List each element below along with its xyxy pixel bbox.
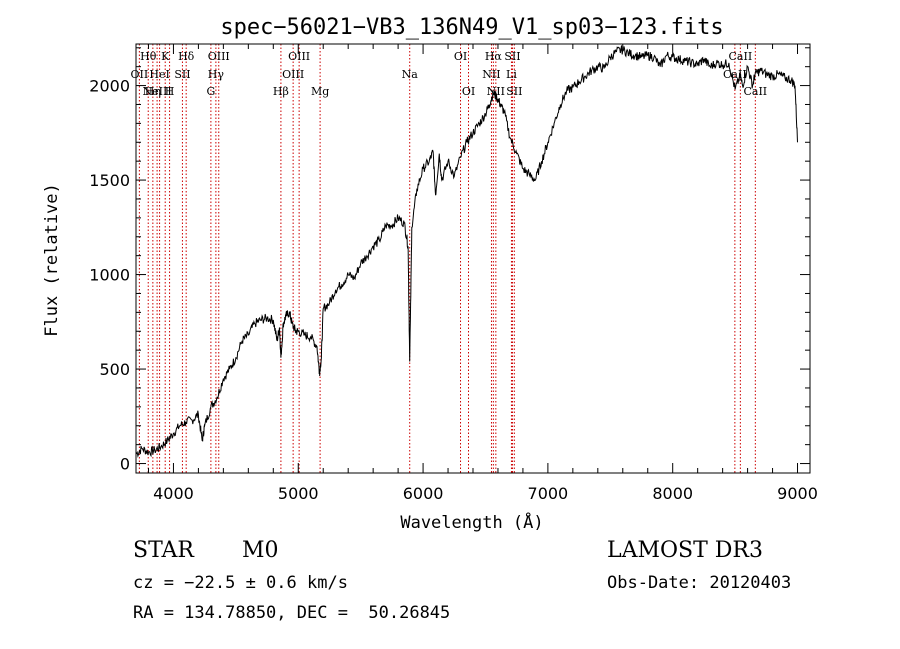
y-tick-label-2: 1000 xyxy=(89,266,130,285)
object-class: STAR xyxy=(133,538,194,563)
spectrum-line xyxy=(135,45,798,458)
line-label-9: OIII xyxy=(208,50,230,63)
x-tick-label-0: 4000 xyxy=(153,484,194,503)
y-axis-label: Flux (relative) xyxy=(42,183,62,337)
survey-name: LAMOST DR3 xyxy=(607,538,763,563)
line-label-6: HeI xyxy=(149,68,169,81)
spectrum-series xyxy=(135,45,798,458)
line-label-16: Na xyxy=(402,68,419,81)
line-label-0: OII xyxy=(131,68,149,81)
x-tick-label-1: 5000 xyxy=(278,484,319,503)
line-label-13: OIII xyxy=(282,68,304,81)
y-tick-label-1: 500 xyxy=(99,360,130,379)
chart-title: spec−56021−VB3_136N49_V1_sp03−123.fits xyxy=(220,15,723,40)
line-label-27: CaII xyxy=(743,85,767,98)
line-label-14: OIII xyxy=(288,50,310,63)
x-tick-label-2: 6000 xyxy=(403,484,444,503)
y-tick-label-4: 2000 xyxy=(89,77,130,96)
plot-axes: 4000 5000 6000 7000 8000 9000 0 500 1000 1500 2000 xyxy=(89,43,818,503)
y-tick-label-0: 0 xyxy=(120,455,130,474)
line-label-2: Hη xyxy=(145,85,161,98)
line-label-1: Hθ xyxy=(140,50,157,63)
line-label-12: Hβ xyxy=(273,85,289,98)
x-tick-label-4: 8000 xyxy=(652,484,693,503)
line-label-24: SII xyxy=(506,85,522,98)
line-label-7: SII xyxy=(174,68,190,81)
line-label-15: Mg xyxy=(311,85,329,98)
line-label-10: Hγ xyxy=(208,68,225,81)
line-label-19: NII xyxy=(482,68,500,81)
line-label-18: OI xyxy=(462,85,475,98)
x-axis-label: Wavelength (Å) xyxy=(400,511,543,533)
spectral-line-markers xyxy=(138,44,756,473)
y-tick-label-3: 1500 xyxy=(89,171,130,190)
object-subclass: M0 xyxy=(242,538,279,563)
redshift-velocity: cz = −22.5 ± 0.6 km/s xyxy=(133,573,348,593)
line-label-11: G xyxy=(206,85,215,98)
line-label-3: NeIII xyxy=(143,85,172,98)
line-label-4: K xyxy=(161,50,170,63)
line-label-25: CaII xyxy=(723,68,747,81)
line-label-21: NII xyxy=(487,85,505,98)
line-label-17: OI xyxy=(454,50,467,63)
line-label-22: Li xyxy=(506,68,517,81)
coordinates: RA = 134.78850, DEC = 50.26845 xyxy=(133,603,451,623)
x-tick-label-5: 9000 xyxy=(777,484,818,503)
line-label-8: Hδ xyxy=(178,50,195,63)
observation-date: Obs-Date: 20120403 xyxy=(607,573,792,593)
line-label-20: Hα xyxy=(485,50,503,63)
x-tick-label-3: 7000 xyxy=(528,484,569,503)
line-label-23: SII xyxy=(504,50,520,63)
line-label-26: CaII xyxy=(729,50,753,63)
plot-frame xyxy=(135,43,811,474)
line-label-5: H xyxy=(165,85,175,98)
